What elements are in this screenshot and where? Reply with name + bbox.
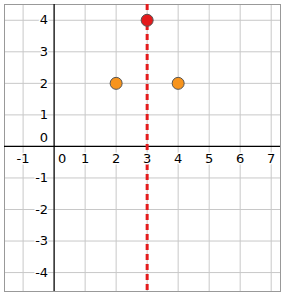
svg-text:-4: -4 (35, 265, 48, 280)
svg-text:7: 7 (267, 151, 275, 166)
svg-text:-1: -1 (35, 170, 48, 185)
svg-text:0: 0 (40, 130, 48, 145)
svg-text:1: 1 (40, 107, 48, 122)
svg-text:4: 4 (40, 12, 48, 27)
svg-text:-3: -3 (35, 233, 48, 248)
svg-text:4: 4 (174, 151, 182, 166)
svg-text:1: 1 (81, 151, 89, 166)
svg-text:3: 3 (40, 44, 48, 59)
svg-text:3: 3 (143, 151, 151, 166)
svg-text:5: 5 (205, 151, 213, 166)
svg-text:-2: -2 (35, 202, 48, 217)
svg-text:6: 6 (236, 151, 244, 166)
svg-text:2: 2 (40, 76, 48, 91)
svg-text:-1: -1 (17, 151, 30, 166)
svg-text:0: 0 (58, 151, 66, 166)
svg-text:2: 2 (112, 151, 120, 166)
